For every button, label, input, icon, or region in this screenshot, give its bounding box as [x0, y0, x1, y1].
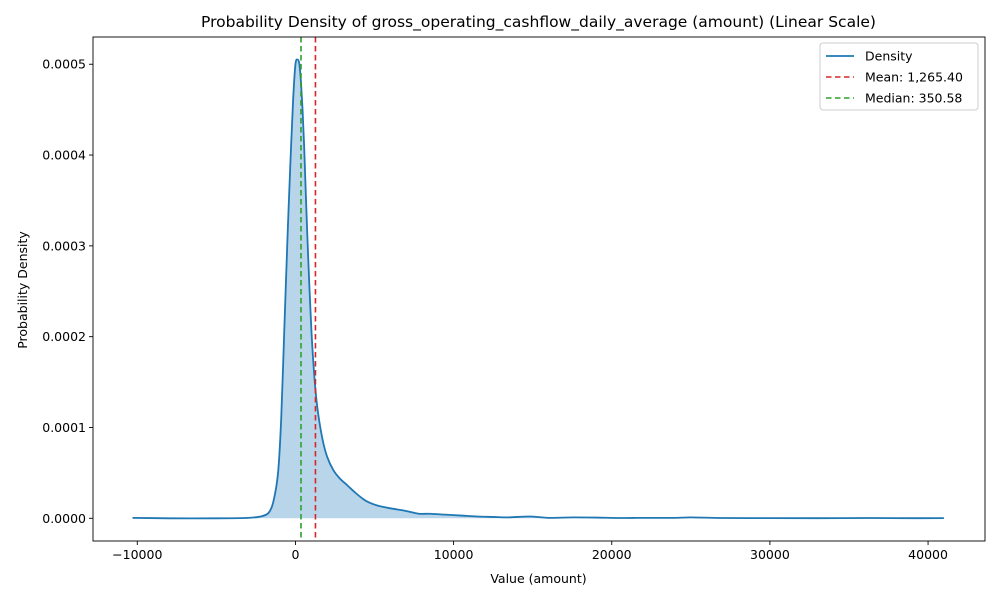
y-tick-label: 0.0000: [42, 511, 86, 526]
density-line: [132, 58, 944, 520]
y-tick-label: 0.0003: [42, 238, 86, 253]
chart-title: Probability Density of gross_operating_c…: [201, 13, 876, 32]
x-tick-label: 30000: [750, 547, 790, 562]
plot-frame: [92, 36, 986, 542]
y-axis-label: Probability Density: [15, 231, 30, 349]
legend: Density Mean: 1,265.40 Median: 350.58: [819, 42, 979, 111]
x-tick-label: 20000: [592, 547, 632, 562]
y-tick-label: 0.0005: [42, 57, 86, 72]
y-axis-ticks: 0.0000 0.0001 0.0002 0.0003 0.0004 0.0005: [42, 57, 93, 526]
y-tick-label: 0.0001: [42, 420, 86, 435]
x-tick-label: 0: [291, 547, 299, 562]
density-fill-area: [132, 59, 944, 519]
legend-box: [819, 42, 979, 111]
x-axis-ticks: −10000 0 10000 20000 30000 40000: [112, 541, 948, 562]
x-axis-label: Value (amount): [490, 571, 586, 586]
plot-area: [132, 37, 944, 541]
x-tick-label: 40000: [908, 547, 948, 562]
legend-mean-label: Mean: 1,265.40: [865, 70, 963, 85]
y-tick-label: 0.0004: [42, 148, 86, 163]
legend-median-label: Median: 350.58: [865, 91, 962, 106]
x-tick-label: 10000: [434, 547, 474, 562]
legend-density-label: Density: [865, 49, 913, 64]
y-tick-label: 0.0002: [42, 329, 86, 344]
x-tick-label: −10000: [112, 547, 162, 562]
